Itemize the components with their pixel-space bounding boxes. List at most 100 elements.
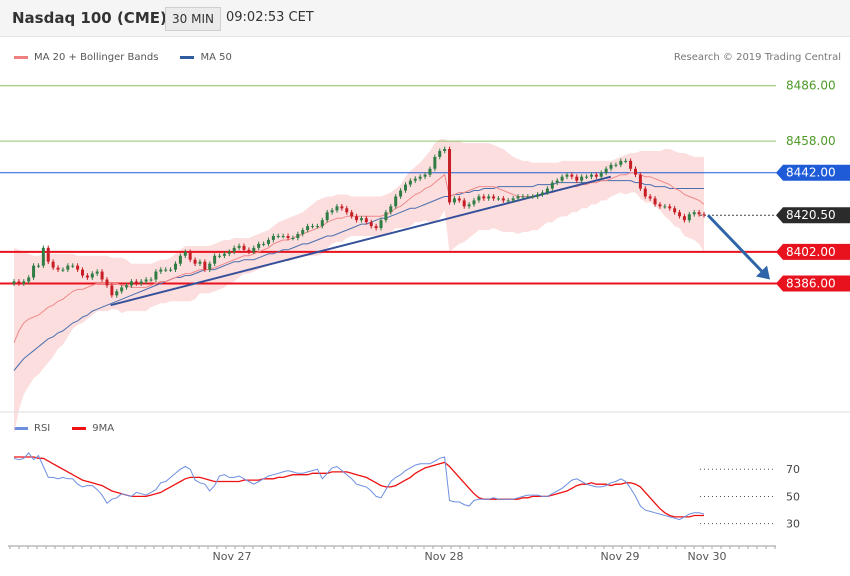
candle: [315, 223, 319, 229]
candle: [296, 231, 300, 241]
bollinger-bands: [14, 139, 704, 434]
candle: [496, 196, 500, 201]
candle-body: [110, 285, 114, 296]
bollinger-band-area: [14, 139, 704, 434]
timeframe-selector[interactable]: 30 MIN: [165, 7, 221, 31]
candle-body: [95, 271, 99, 274]
candle: [271, 233, 275, 243]
candle: [575, 174, 579, 184]
candle: [266, 237, 270, 247]
candle: [183, 249, 187, 259]
candle: [511, 196, 515, 203]
candle: [521, 194, 525, 199]
level-label-3: 8420.50: [786, 208, 836, 222]
candle: [619, 158, 623, 168]
candle: [227, 249, 231, 257]
level-label-1: 8458.00: [786, 134, 836, 148]
rsi-line: [13, 452, 705, 521]
candle-body: [516, 196, 520, 199]
candle-body: [100, 271, 104, 280]
candle-body: [408, 180, 412, 185]
candle: [594, 172, 598, 180]
candle: [320, 217, 324, 229]
candle: [173, 261, 177, 272]
candle: [399, 188, 403, 199]
candle-body: [609, 164, 613, 169]
candle: [408, 178, 412, 187]
x-tick-label: Nov 28: [425, 550, 464, 563]
candle-body: [85, 275, 89, 278]
candle: [208, 261, 212, 272]
candle-body: [570, 174, 574, 177]
candle: [501, 196, 505, 203]
candle-body: [663, 206, 667, 208]
candle: [90, 271, 94, 280]
forecast-arrow: [706, 214, 770, 280]
instrument-title: Nasdaq 100 (CME): [12, 9, 167, 27]
candle-body: [301, 230, 305, 235]
candle: [198, 259, 202, 267]
candle-body: [315, 226, 319, 228]
candle-body: [599, 172, 603, 177]
research-credit: Research © 2019 Trading Central: [673, 52, 841, 63]
candle: [629, 158, 633, 172]
candle: [668, 203, 672, 211]
candle-body: [624, 160, 628, 162]
candle-body: [188, 251, 192, 260]
candle-body: [531, 196, 535, 198]
candle: [443, 146, 447, 154]
candle-body: [575, 176, 579, 181]
candle-body: [17, 281, 21, 284]
candle-body: [355, 216, 359, 221]
candle-body: [203, 261, 207, 270]
candle-body: [340, 206, 344, 209]
candle: [12, 279, 16, 286]
candle-body: [585, 176, 589, 178]
candle: [139, 279, 143, 286]
candle-body: [643, 188, 647, 197]
candle: [379, 217, 383, 231]
candle-body: [678, 212, 682, 217]
candle: [448, 146, 452, 205]
candle: [125, 283, 129, 290]
candle: [291, 235, 295, 241]
candle-body: [629, 160, 633, 169]
candle-body: [286, 236, 290, 238]
candle-body: [638, 174, 642, 189]
candle: [673, 205, 677, 215]
candle-body: [433, 156, 437, 169]
candle: [105, 277, 109, 288]
candle-body: [384, 212, 388, 221]
candle: [115, 288, 119, 298]
candle-body: [536, 194, 540, 197]
candle-body: [208, 263, 212, 270]
rsi-tick-50: 50: [786, 490, 800, 503]
candle: [149, 277, 153, 282]
candle-body: [394, 196, 398, 207]
candle: [81, 267, 85, 278]
candle-body: [496, 198, 500, 200]
candle-body: [369, 222, 373, 227]
candle: [433, 154, 437, 172]
candle-body: [193, 259, 197, 264]
candle-body: [619, 160, 623, 165]
candle-body: [125, 285, 129, 288]
candle-body: [399, 190, 403, 197]
candle: [585, 174, 589, 180]
level-label-4: 8402.00: [786, 245, 836, 259]
candle: [531, 194, 535, 199]
candle: [682, 213, 686, 223]
candle-body: [139, 281, 143, 284]
candle-body: [389, 206, 393, 213]
rsi-panel: 30 50 70: [0, 411, 850, 531]
candle-body: [345, 208, 349, 213]
candle-body: [173, 263, 177, 270]
candle-body: [379, 220, 383, 229]
candle-body: [506, 200, 510, 202]
ma50-legend-label: MA 50: [200, 52, 232, 63]
candle-body: [149, 279, 153, 281]
candle: [330, 207, 334, 215]
candle-body: [359, 218, 363, 221]
candle: [506, 198, 510, 203]
